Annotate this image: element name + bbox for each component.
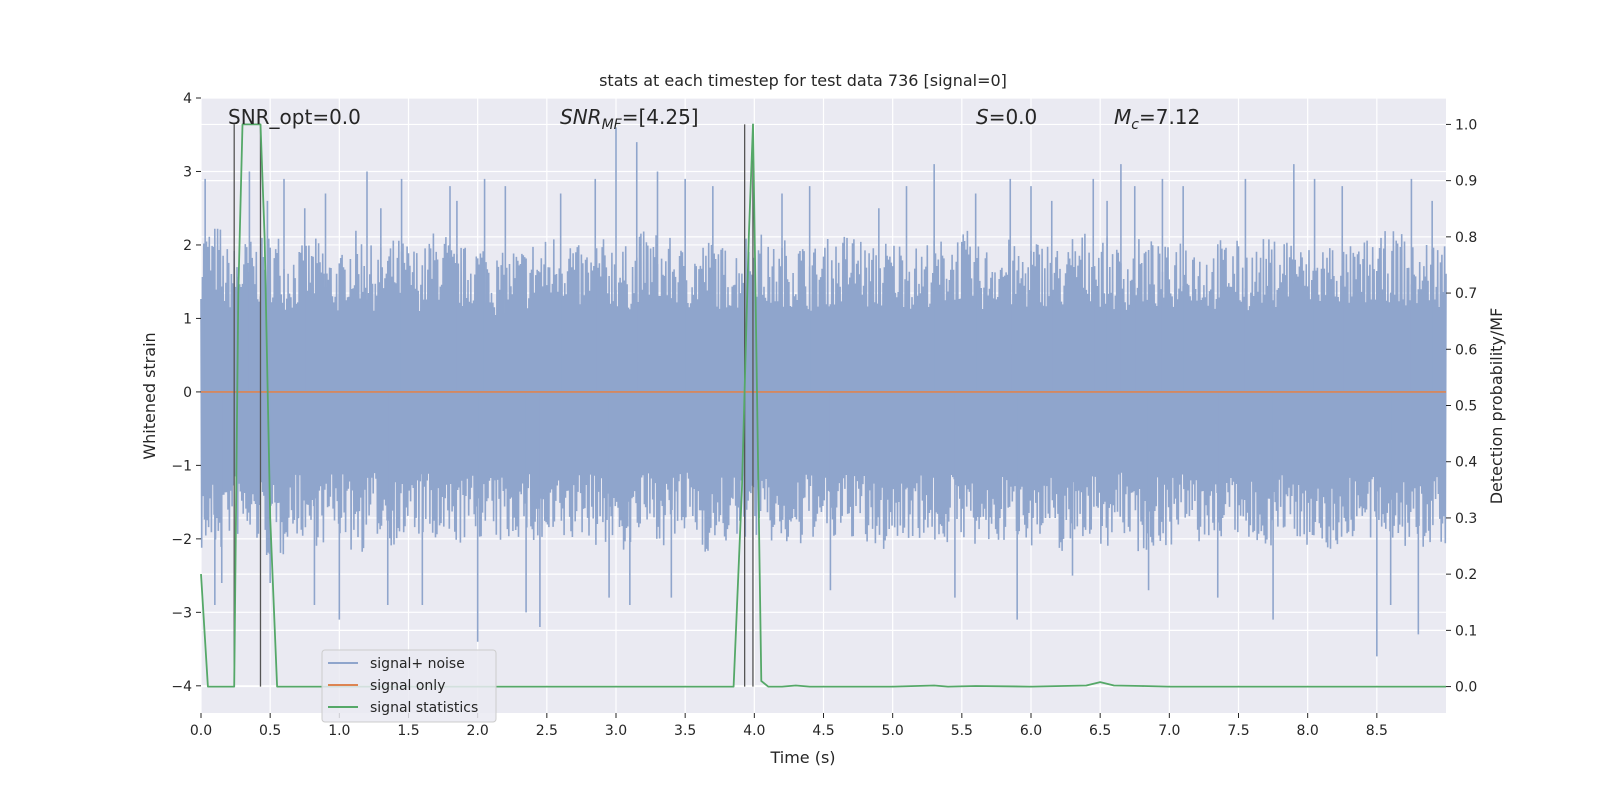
legend-box <box>321 649 497 723</box>
legend-label-signal-only: signal only <box>370 678 445 694</box>
y-left-tick-label: −1 <box>171 458 192 474</box>
y-right-tick-label: 0.1 <box>1455 623 1477 639</box>
y-left-tick-label: 1 <box>183 311 192 327</box>
noise-trace <box>200 228 1447 556</box>
mc-subscript: c <box>1131 117 1139 133</box>
x-tick-label: 3.5 <box>674 723 696 739</box>
x-tick-label: 8.0 <box>1297 723 1319 739</box>
x-tick-label: 1.0 <box>328 723 350 739</box>
y-right-tick-label: 0.3 <box>1455 511 1477 527</box>
annotation-snr-mf: SNRMF=[4.25] <box>560 105 699 133</box>
y-axis-left-ticks: 4 3 2 1 0 −1 −2 −3 −4 <box>171 91 201 695</box>
y-right-tick-label: 0.4 <box>1455 455 1477 471</box>
s-value: =0.0 <box>989 105 1038 129</box>
x-tick-label: 6.0 <box>1020 723 1042 739</box>
x-tick-label: 0.5 <box>259 723 281 739</box>
x-axis-label: Time (s) <box>769 748 835 767</box>
annotation-snr-opt: SNR_opt=0.0 <box>228 105 361 129</box>
y-right-tick-label: 0.0 <box>1455 680 1477 696</box>
x-axis-ticks: 0.0 0.5 1.0 1.5 2.0 2.5 3.0 3.5 4.0 4.5 5.0 5.5 6.0 6… <box>190 713 1388 739</box>
y-right-tick-label: 0.6 <box>1455 342 1477 358</box>
y-left-tick-label: −2 <box>171 532 192 548</box>
snr-mf-subscript: MF <box>602 117 623 133</box>
series-signal-noise <box>200 127 1447 657</box>
y-right-tick-label: 0.8 <box>1455 230 1477 246</box>
mc-value: =7.12 <box>1139 105 1200 129</box>
x-tick-label: 3.0 <box>605 723 627 739</box>
y-left-tick-label: 4 <box>183 91 192 107</box>
x-tick-label: 2.0 <box>467 723 489 739</box>
y-axis-left-label: Whitened strain <box>140 332 159 459</box>
x-tick-label: 8.5 <box>1366 723 1388 739</box>
mc-symbol: M <box>1114 105 1131 129</box>
snr-mf-main: SNR <box>560 105 602 129</box>
x-tick-label: 7.0 <box>1158 723 1180 739</box>
y-left-tick-label: 3 <box>183 164 192 180</box>
annotation-s: S=0.0 <box>976 105 1037 129</box>
snr-mf-value: =[4.25] <box>622 105 699 129</box>
x-tick-label: 6.5 <box>1089 723 1111 739</box>
statistics-line <box>200 123 1446 688</box>
legend: signal+ noise signal only signal statist… <box>321 649 497 723</box>
y-axis-right-label: Detection probability/MF <box>1487 308 1506 505</box>
legend-label-noise: signal+ noise <box>370 656 465 672</box>
y-axis-right-ticks: 1.0 0.9 0.8 0.7 0.6 0.5 0.4 0.3 0.2 0.1 0.0 <box>1446 117 1477 696</box>
x-tick-label: 5.0 <box>882 723 904 739</box>
chart-title: stats at each timestep for test data 736… <box>599 71 1007 90</box>
x-tick-label: 0.0 <box>190 723 212 739</box>
x-tick-label: 2.5 <box>536 723 558 739</box>
y-right-tick-label: 0.5 <box>1455 399 1477 415</box>
annotation-mc: Mc=7.12 <box>1114 105 1200 133</box>
y-left-tick-label: −4 <box>171 679 192 695</box>
y-left-tick-label: 2 <box>183 238 192 254</box>
legend-label-statistics: signal statistics <box>370 700 478 716</box>
x-tick-label: 1.5 <box>397 723 419 739</box>
y-right-tick-label: 0.7 <box>1455 286 1477 302</box>
y-right-tick-label: 0.2 <box>1455 567 1477 583</box>
s-symbol: S <box>976 105 989 129</box>
x-tick-label: 5.5 <box>951 723 973 739</box>
x-tick-label: 4.5 <box>812 723 834 739</box>
y-left-tick-label: −3 <box>171 605 192 621</box>
y-right-tick-label: 1.0 <box>1455 117 1477 133</box>
x-tick-label: 7.5 <box>1227 723 1249 739</box>
x-tick-label: 4.0 <box>743 723 765 739</box>
series-signal-statistics <box>200 123 1446 688</box>
y-right-tick-label: 0.9 <box>1455 174 1477 190</box>
y-left-tick-label: 0 <box>183 385 192 401</box>
